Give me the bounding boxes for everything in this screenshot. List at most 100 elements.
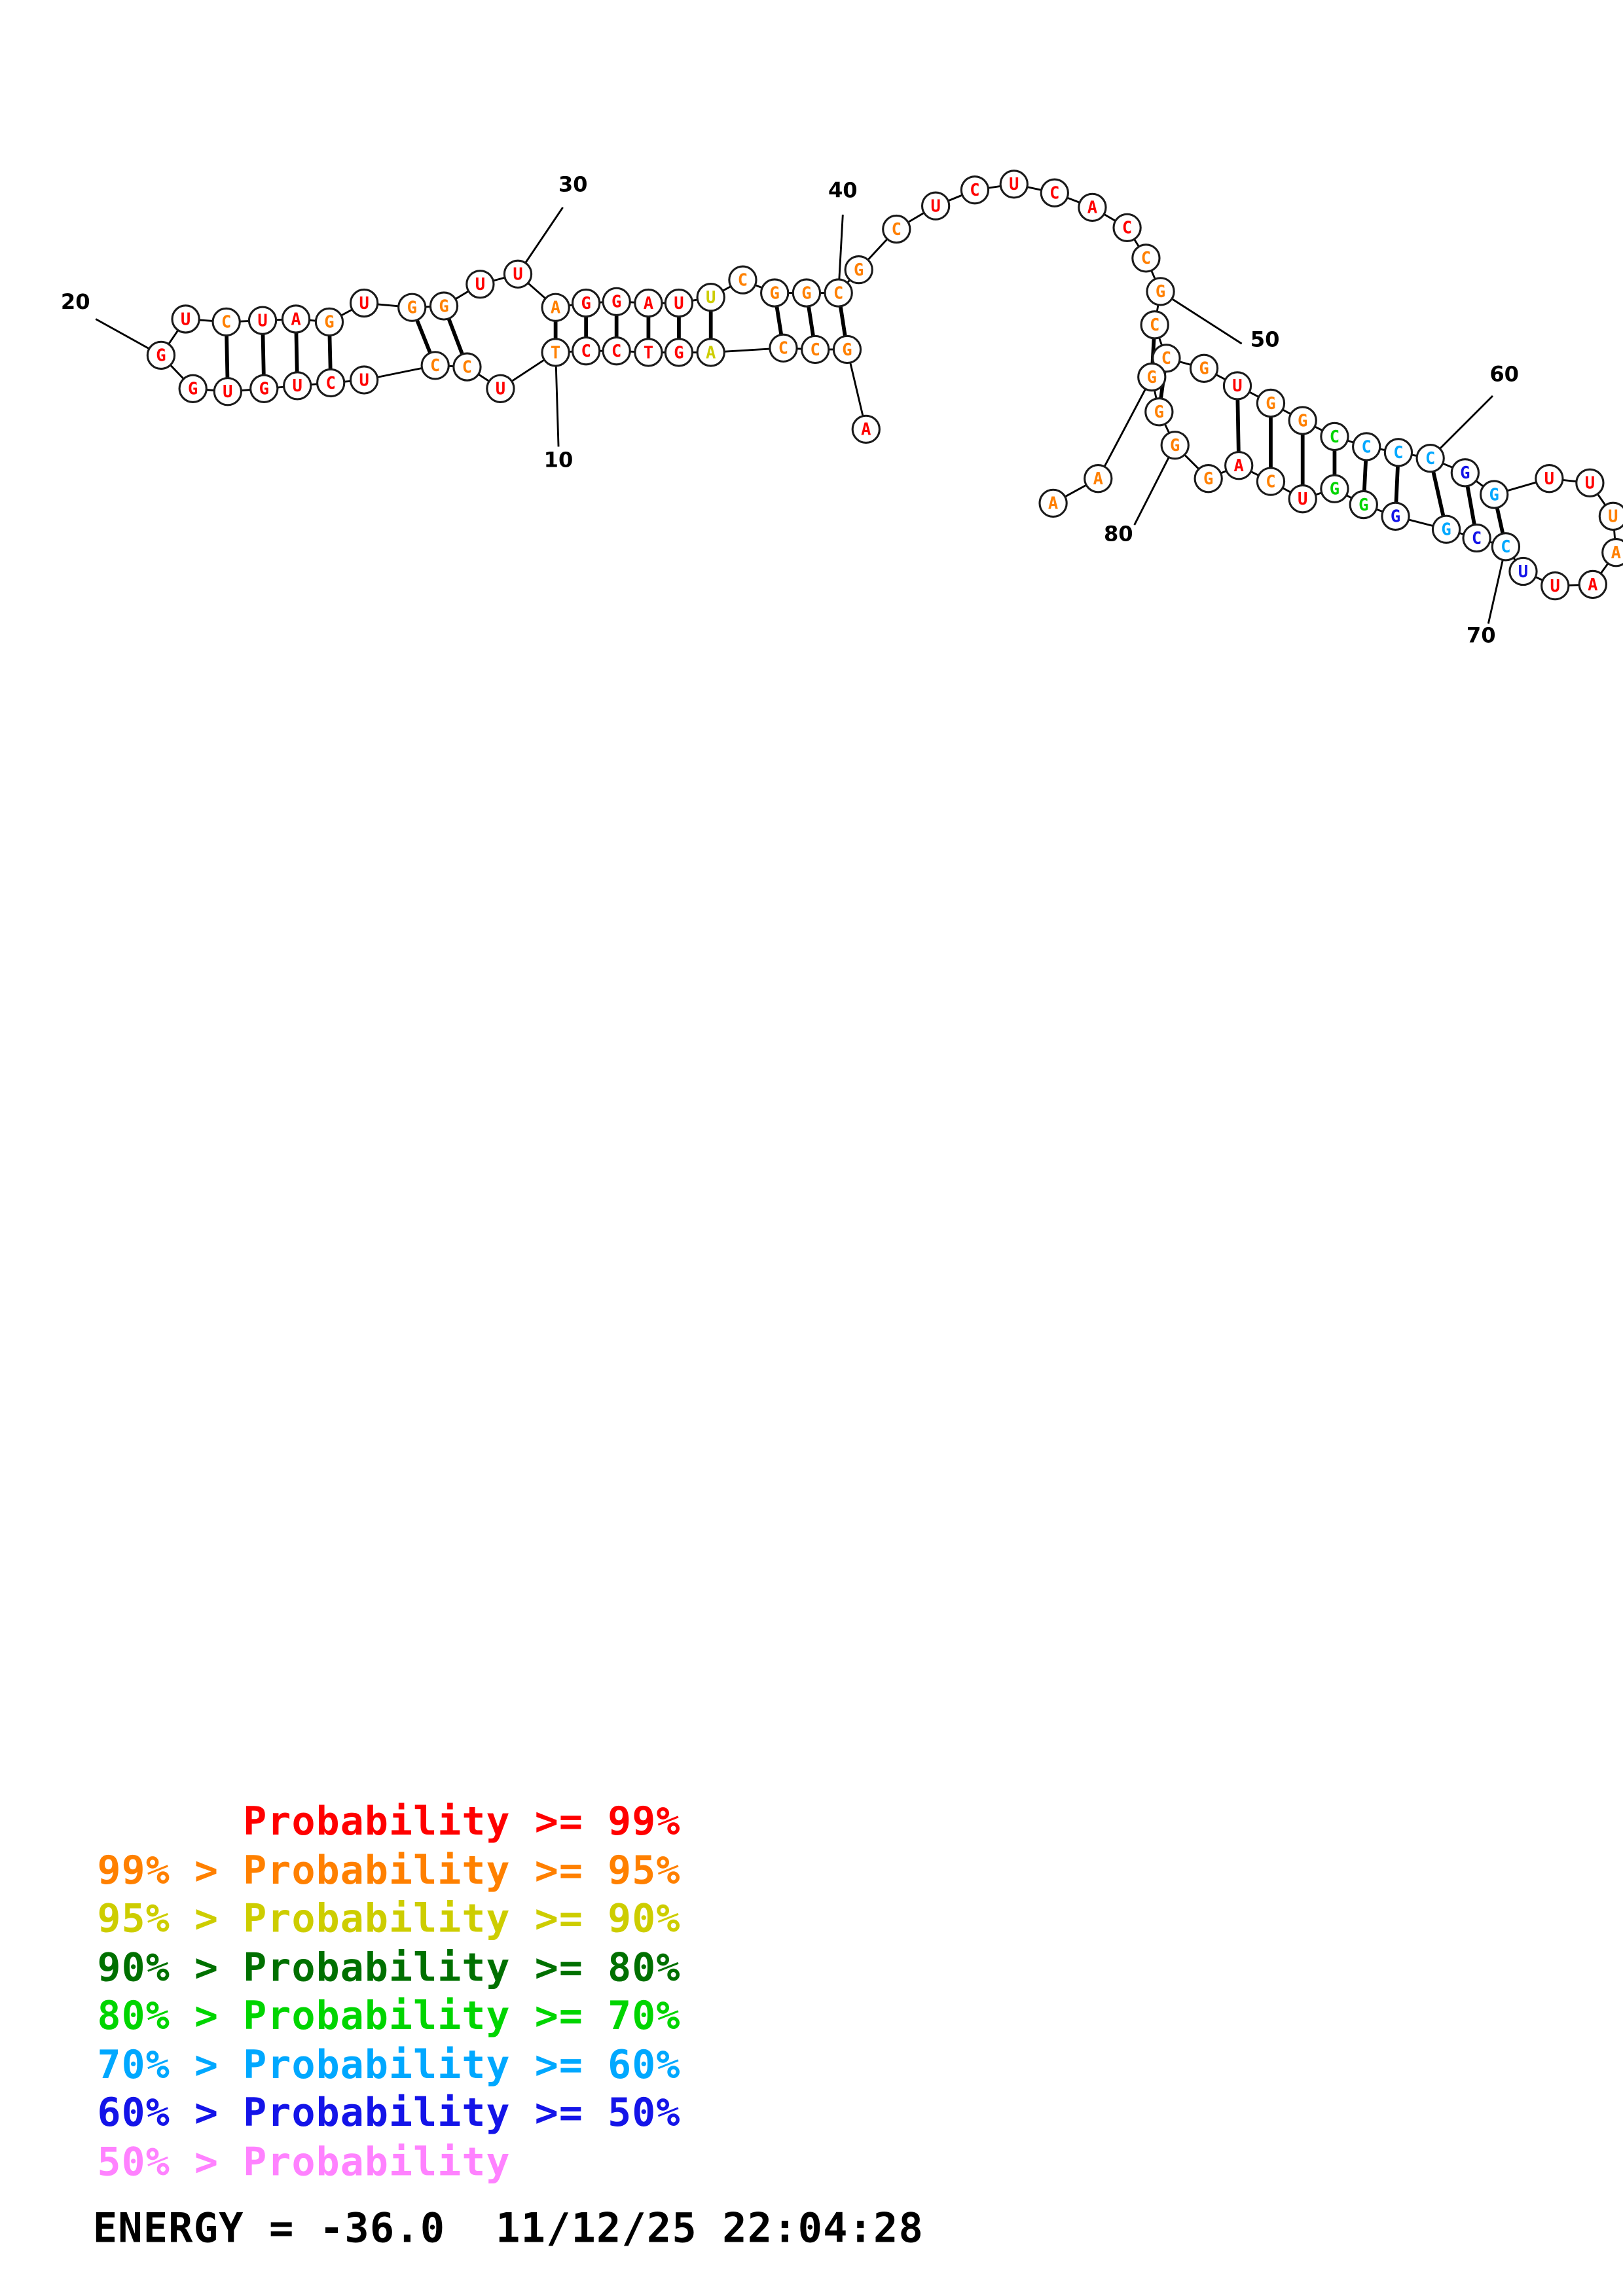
nucleotide-base: G [1489,485,1499,505]
nucleotide-circle [1078,192,1107,223]
nucleotide-base: C [738,270,748,290]
nucleotide-circle [211,307,241,337]
nucleotide-base: G [1441,520,1451,540]
nucleotide-circle [178,374,208,403]
nucleotide-circle [452,352,482,382]
nucleotide-base: U [674,294,684,314]
legend-row-below-50: 50% > Probability [97,2140,511,2185]
nucleotide-circle [921,191,951,221]
nucleotide-circle [281,304,311,334]
nucleotide-circle [824,278,853,308]
nucleotide-circle [486,374,515,403]
nucleotide-circle [1601,538,1623,567]
position-label-40: 40 [828,177,858,202]
nucleotide-base: C [1141,249,1151,268]
legend-row-80: 90% > Probability >= 80% [97,1945,681,1991]
nucleotide-circle [465,270,495,299]
nucleotide-circle [146,340,176,370]
probability-legend: Probability >= 99% 99% > Probability >= … [97,1798,680,2187]
nucleotide-base: C [833,283,843,303]
nucleotide-base: U [257,312,267,331]
nucleotide-base: A [1087,198,1097,218]
nucleotide-base: C [581,342,591,361]
nucleotide-base: U [1608,507,1618,527]
label-leader-line [1159,291,1243,345]
position-label-70: 70 [1467,623,1496,648]
nucleotide-base: G [188,380,198,399]
label-leader-line [555,352,560,447]
nucleotide-circle [420,351,450,380]
nucleotide-circle [1541,571,1570,601]
nucleotide-circle [1112,213,1142,243]
nucleotide-circle [960,175,990,205]
legend-row-70: 80% > Probability >= 70% [97,1994,681,2039]
nucleotide-circle [1598,501,1623,531]
nucleotide-base: A [861,420,871,440]
nucleotide-base: C [892,220,902,240]
nucleotide-base: U [1585,474,1595,493]
nucleotide-circle [1535,464,1564,493]
nucleotide-base: G [1156,282,1165,302]
nucleotide-circle [728,265,757,295]
label-leader-line [1133,444,1176,526]
nucleotide-base: U [181,310,191,329]
nucleotide-base: C [611,342,621,361]
nucleotide-circle [1131,243,1161,273]
nucleotide-base: U [359,294,369,314]
legend-row-90: 95% > Probability >= 90% [97,1897,681,1942]
nucleotide-base: G [1359,495,1368,515]
nucleotide-base: U [475,275,485,295]
nucleotide-circle [283,371,312,401]
nucleotide-base: G [842,340,852,360]
nucleotide-base: G [581,294,591,314]
nucleotide-circle [316,368,346,398]
nucleotide-base: C [970,181,979,200]
nucleotide-base: G [259,380,269,399]
nucleotide-base: C [1122,219,1132,238]
nucleotide-circle [1144,397,1174,427]
nucleotide-circle [1288,406,1317,435]
nucleotide-base: U [1298,490,1307,509]
nucleotide-circle [1320,474,1349,503]
nucleotide-circle [792,278,822,308]
nucleotide-circle [1381,501,1410,531]
legend-row-99: Probability >= 99% [97,1799,681,1845]
nucleotide-base: G [1298,411,1307,431]
nucleotide-base: A [1093,469,1103,489]
nucleotide-circle [1038,488,1068,518]
nucleotide-circle [1320,422,1349,452]
nucleotide-circle [1462,523,1491,553]
position-label-50: 50 [1250,327,1280,352]
nucleotide-circle [1575,468,1605,497]
nucleotide-base: G [1330,480,1340,499]
nucleotide-base: C [462,357,472,377]
nucleotide-circle [1491,532,1521,562]
nucleotide-circle [429,291,459,321]
nucleotide-circle [571,288,601,318]
nucleotide-base: U [1009,175,1019,194]
nucleotide-circle [602,336,631,366]
nucleotide-circle [1450,458,1480,488]
nucleotide-circle [602,287,631,317]
nucleotide-circle [1189,353,1219,383]
nucleotide-circle [397,293,427,322]
nucleotide-base: C [1393,443,1403,463]
nucleotide-base: U [1550,577,1560,596]
nucleotide-base: U [1544,469,1554,489]
nucleotide-circle [1137,362,1167,392]
nucleotide-base: C [1501,537,1510,557]
nucleotide-circle [1349,490,1378,520]
nucleotide-base: U [706,288,716,308]
nucleotide-base: G [611,293,621,312]
nucleotide-circle [1224,451,1254,480]
nucleotide-base: U [359,370,369,390]
nucleotide-circle [664,338,694,367]
nucleotide-circle [769,333,798,363]
nucleotide-base: G [1266,394,1275,414]
nucleotide-circle [1352,432,1381,461]
nucleotide-circle [999,170,1029,199]
nucleotide-circle [851,414,881,444]
nucleotide-base: G [324,313,334,332]
